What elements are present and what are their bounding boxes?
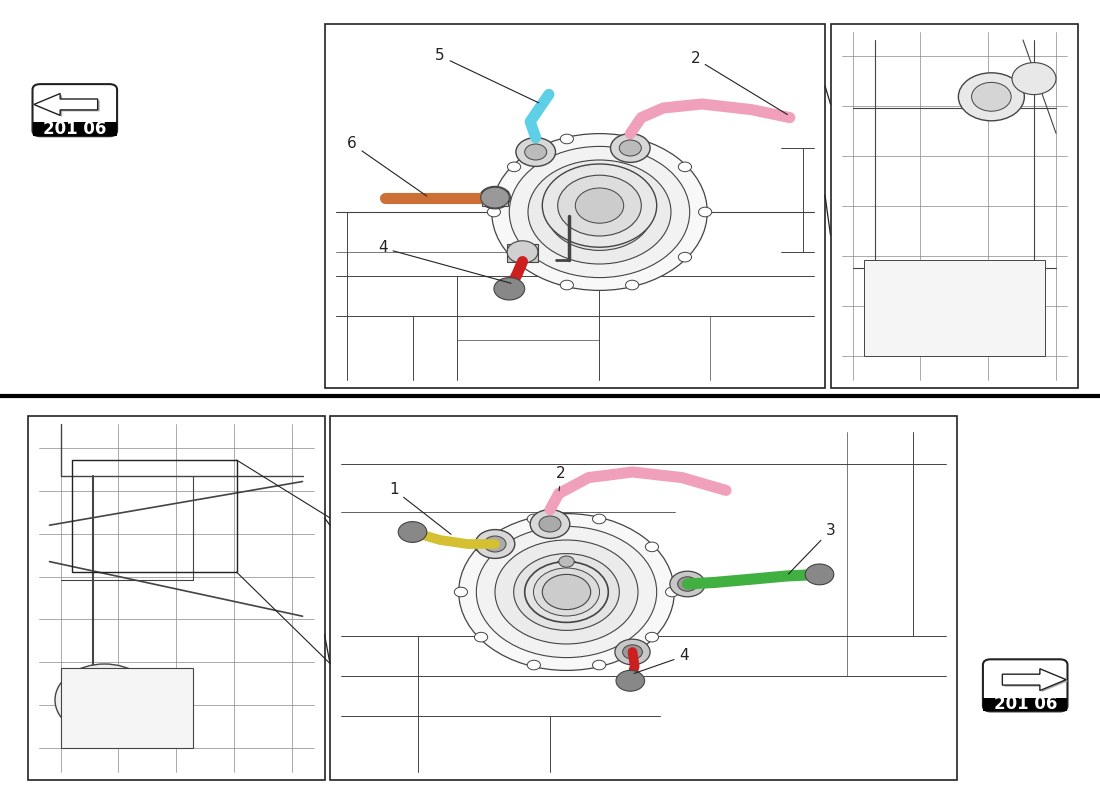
Circle shape: [475, 530, 515, 558]
Bar: [983, 698, 1067, 711]
Circle shape: [507, 241, 538, 263]
Circle shape: [474, 632, 487, 642]
Bar: [60, 668, 192, 748]
Circle shape: [527, 514, 540, 524]
Polygon shape: [1004, 670, 1068, 692]
Circle shape: [474, 542, 487, 552]
Bar: [830, 24, 1078, 388]
Circle shape: [623, 645, 642, 659]
Circle shape: [509, 146, 690, 278]
Circle shape: [626, 280, 639, 290]
Bar: [864, 260, 1045, 356]
Circle shape: [558, 175, 641, 236]
Circle shape: [494, 278, 525, 300]
Circle shape: [484, 536, 506, 552]
Circle shape: [679, 252, 692, 262]
Circle shape: [547, 174, 652, 250]
Circle shape: [495, 540, 638, 644]
Circle shape: [971, 82, 1011, 111]
Circle shape: [666, 587, 679, 597]
Circle shape: [805, 564, 834, 585]
Circle shape: [507, 252, 520, 262]
Circle shape: [615, 639, 650, 665]
Text: 5: 5: [436, 49, 539, 103]
Bar: [507, 244, 538, 262]
Circle shape: [492, 134, 707, 290]
Text: a
parts
simply: a parts simply: [581, 501, 739, 651]
Circle shape: [481, 187, 509, 208]
Text: 3: 3: [789, 523, 835, 574]
Polygon shape: [1002, 669, 1066, 690]
Circle shape: [55, 664, 154, 736]
Text: 2: 2: [691, 51, 788, 114]
Circle shape: [507, 162, 520, 172]
Text: 1: 1: [389, 482, 451, 534]
Circle shape: [559, 556, 574, 567]
Text: 6: 6: [348, 137, 427, 196]
Circle shape: [525, 144, 547, 160]
Text: a
parts
simply: a parts simply: [526, 125, 684, 275]
Text: 2: 2: [557, 466, 565, 491]
Circle shape: [528, 160, 671, 264]
Circle shape: [487, 207, 500, 217]
Bar: [72, 460, 236, 572]
Circle shape: [698, 207, 712, 217]
Circle shape: [459, 514, 674, 670]
Circle shape: [678, 577, 697, 591]
Bar: [33, 122, 117, 136]
Text: 4: 4: [378, 241, 512, 283]
FancyBboxPatch shape: [33, 84, 117, 136]
FancyBboxPatch shape: [983, 659, 1067, 711]
Circle shape: [593, 514, 606, 524]
Circle shape: [616, 670, 645, 691]
Circle shape: [1012, 62, 1056, 94]
Circle shape: [476, 526, 657, 658]
Text: 201 06: 201 06: [43, 120, 107, 138]
Circle shape: [77, 680, 132, 720]
Circle shape: [593, 660, 606, 670]
Circle shape: [480, 186, 510, 209]
Bar: [330, 416, 957, 780]
Circle shape: [626, 134, 639, 144]
Circle shape: [542, 164, 657, 247]
Circle shape: [542, 574, 591, 610]
Text: 201 06: 201 06: [993, 695, 1057, 714]
Polygon shape: [34, 94, 98, 115]
Circle shape: [527, 660, 540, 670]
Text: 4: 4: [634, 649, 689, 674]
Bar: [28, 416, 324, 780]
Circle shape: [454, 587, 467, 597]
Circle shape: [670, 571, 705, 597]
Circle shape: [610, 134, 650, 162]
Circle shape: [516, 138, 556, 166]
Circle shape: [534, 568, 600, 616]
Circle shape: [560, 280, 573, 290]
Polygon shape: [36, 95, 100, 117]
Circle shape: [514, 554, 619, 630]
Bar: [482, 191, 508, 206]
Circle shape: [619, 140, 641, 156]
Circle shape: [958, 73, 1024, 121]
Circle shape: [575, 188, 624, 223]
Circle shape: [539, 516, 561, 532]
Circle shape: [646, 542, 659, 552]
Circle shape: [560, 134, 573, 144]
Bar: [324, 24, 825, 388]
Circle shape: [530, 510, 570, 538]
Circle shape: [646, 632, 659, 642]
Circle shape: [398, 522, 427, 542]
Circle shape: [679, 162, 692, 172]
Circle shape: [566, 188, 632, 236]
